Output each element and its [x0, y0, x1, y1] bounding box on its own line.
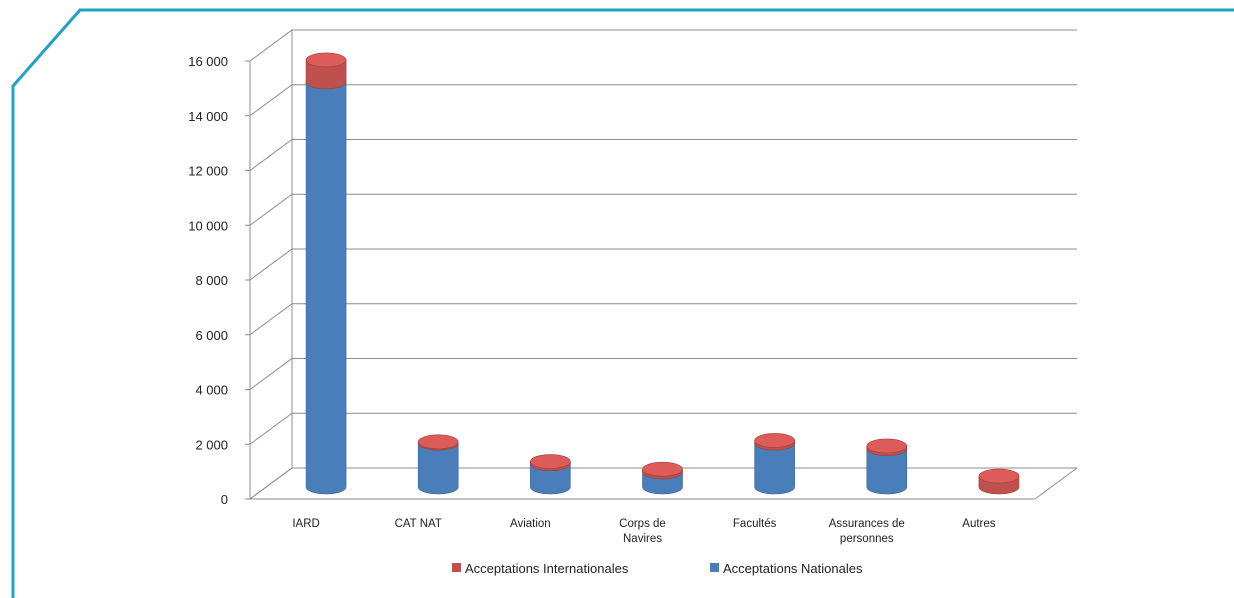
gridline	[249, 84, 1077, 117]
chart-walls	[249, 30, 1078, 500]
gridline	[249, 412, 1077, 445]
x-axis-labels: IARD CAT NAT Aviation Corps de Navires Facult…	[292, 518, 995, 545]
gridline	[249, 467, 1077, 500]
bar-segment-top	[754, 433, 795, 448]
bar-segment-top	[866, 438, 908, 454]
gridlines	[249, 29, 1077, 500]
bar-segment-body	[417, 442, 459, 495]
y-tick-label: 8 000	[195, 273, 228, 288]
y-tick-label: 6 000	[195, 328, 228, 343]
legend-swatch	[452, 563, 461, 572]
gridline	[249, 303, 1077, 336]
y-tick-label: 0	[221, 492, 228, 507]
bar-segment-body	[530, 463, 571, 495]
bar-segment	[305, 52, 347, 90]
bar-segment-top	[978, 468, 1020, 484]
frame-border	[11, 8, 1234, 598]
bar-segment	[978, 468, 1020, 495]
x-category-label: IARD	[292, 518, 319, 530]
bar-segment	[417, 434, 459, 451]
bar-segment-top	[530, 454, 571, 469]
bar-segment	[530, 454, 571, 472]
floor-right-edge	[1034, 467, 1078, 500]
y-tick-label: 2 000	[195, 437, 228, 452]
y-tick-label: 14 000	[188, 109, 228, 124]
y-axis-ticks: 0 2 000 4 000 6 000 8 000 10 000 12 000 14 000 1…	[188, 54, 250, 507]
legend: Acceptations Internationales Acceptations…	[452, 561, 863, 576]
bar-segment	[754, 433, 795, 451]
legend-item: Acceptations Nationales	[710, 561, 863, 576]
bar-segment	[866, 438, 908, 456]
bar-segment	[642, 461, 683, 480]
bar-segment-top	[305, 52, 347, 68]
bar-segment-top	[642, 461, 683, 477]
x-category-label: Corps de Navires	[619, 518, 666, 545]
bar-segment-body	[305, 81, 347, 495]
gridline	[249, 29, 1077, 62]
x-category-label: Autres	[962, 518, 995, 530]
bar-segment	[305, 74, 347, 495]
y-tick-label: 10 000	[188, 218, 228, 233]
y-tick-label: 4 000	[195, 383, 228, 398]
bar-segment-top	[417, 434, 459, 450]
y-tick-label: 16 000	[188, 54, 228, 69]
gridline	[249, 358, 1077, 390]
legend-item: Acceptations Internationales	[452, 561, 629, 576]
gridline	[249, 193, 1077, 226]
x-category-label: Aviation	[510, 518, 551, 530]
legend-label: Acceptations Nationales	[723, 561, 863, 576]
gridline	[249, 248, 1077, 281]
bar-segment-body	[866, 448, 908, 495]
legend-swatch	[710, 563, 719, 572]
x-category-label: Assurances de personnes	[829, 518, 905, 545]
bar-segment-body	[305, 59, 347, 90]
x-category-label: Facultés	[733, 518, 777, 530]
legend-label: Acceptations Internationales	[465, 561, 629, 576]
y-tick-label: 12 000	[188, 164, 228, 179]
x-category-label: CAT NAT	[395, 518, 442, 530]
bars	[305, 52, 1020, 495]
gridline	[249, 139, 1077, 171]
bar-segment-body	[754, 442, 795, 495]
